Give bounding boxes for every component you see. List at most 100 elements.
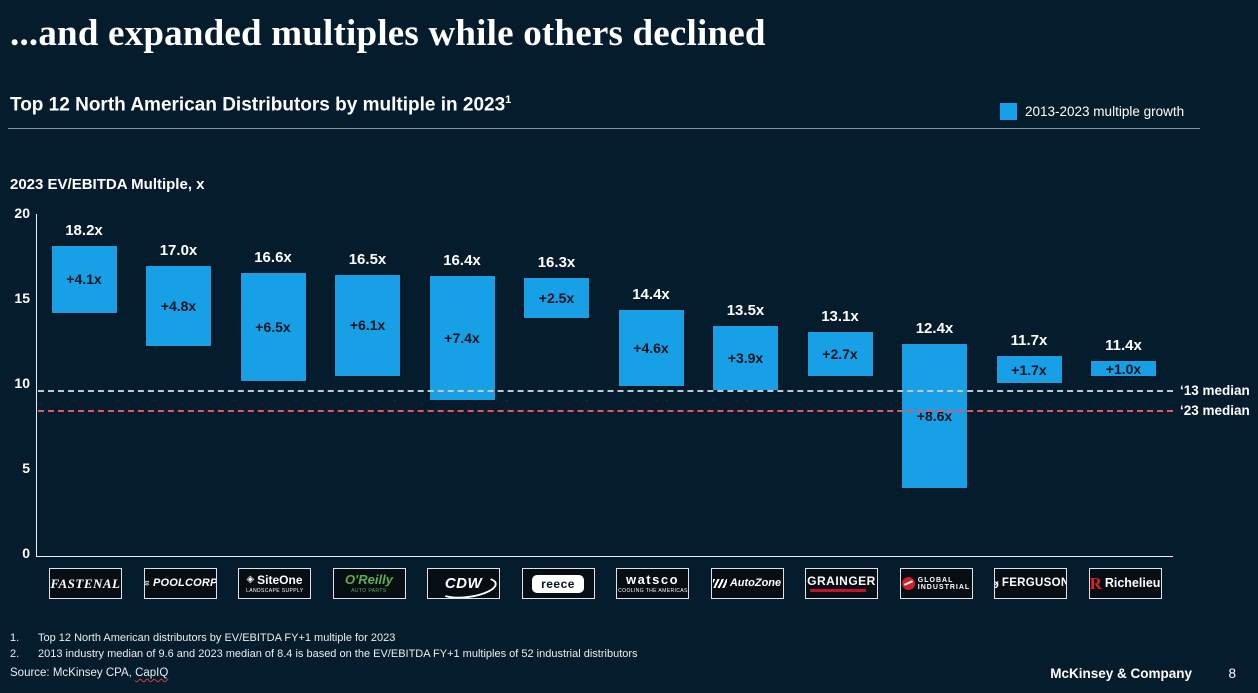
median-label-13: ‘13 median xyxy=(1180,382,1250,398)
footnotes: 1. Top 12 North American distributors by… xyxy=(10,631,990,662)
bar-growth-cdw: +7.4x xyxy=(444,330,480,347)
bar-growth-poolcorp: +4.8x xyxy=(160,297,197,314)
bar-value-ferguson: 11.7x xyxy=(1010,332,1048,350)
bar-o-reilly: +6.1x xyxy=(334,273,401,378)
bar-value-siteone: 16.6x xyxy=(254,248,292,266)
richelieu-icon: R xyxy=(1089,574,1102,593)
bar-cdw: +7.4x xyxy=(428,275,496,401)
bar-value-cdw: 16.4x xyxy=(443,252,481,270)
bar-growth-siteone: +6.5x xyxy=(255,319,291,336)
bar-watsco: +4.6x xyxy=(617,309,685,388)
grainger-wordmark: GRAINGER xyxy=(807,574,876,588)
footnote-1: 1. Top 12 North American distributors by… xyxy=(10,631,990,647)
y-tick-15: 15 xyxy=(14,290,30,306)
logo-watsco: watsco COOLING THE AMERICAS xyxy=(616,568,689,599)
oreilly-tagline: AUTO PARTS xyxy=(351,588,387,594)
cdw-wordmark: CDW xyxy=(444,575,483,592)
source-line: Source: McKinsey CPA, CapIQ xyxy=(10,667,168,679)
y-tick-20: 20 xyxy=(14,205,30,221)
global-industrial-icon xyxy=(901,577,915,590)
logo-grainger: GRAINGER xyxy=(805,568,878,599)
header-divider xyxy=(8,128,1200,129)
bar-value-richelieu: 11.4x xyxy=(1105,337,1142,355)
oreilly-wordmark: O'Reilly xyxy=(345,572,393,587)
bar-value-grainger: 13.1x xyxy=(821,308,859,326)
bar-reece: +2.5x xyxy=(523,276,590,320)
logo-richelieu: R Richelieu xyxy=(1088,568,1162,599)
watsco-wordmark: watsco xyxy=(625,572,680,587)
bar-richelieu: +1.0x xyxy=(1090,360,1157,378)
slide-title: ...and expanded multiples while others d… xyxy=(10,13,766,54)
bar-growth-autozone: +3.9x xyxy=(727,349,764,366)
company-logo-row: FASTENAL ≋POOLCORP ◈SiteOne LANDSCAPE SU… xyxy=(49,568,1162,599)
footnote-2-number: 2. xyxy=(10,647,20,660)
median-line-23 xyxy=(38,410,1173,413)
siteone-wordmark: SiteOne xyxy=(257,572,303,587)
legend-swatch xyxy=(1000,103,1017,120)
bar-value-poolcorp: 17.0x xyxy=(159,242,198,259)
footnote-ref: 1 xyxy=(505,94,512,106)
ferguson-icon: ø xyxy=(995,578,999,590)
watsco-tagline: COOLING THE AMERICAS xyxy=(617,588,688,594)
footnote-1-number: 1. xyxy=(10,632,20,644)
bar-growth-reece: +2.5x xyxy=(538,290,575,307)
bar-grainger: +2.7x xyxy=(806,331,874,378)
reece-wordmark: reece xyxy=(532,574,584,593)
logo-siteone: ◈ SiteOne LANDSCAPE SUPPLY xyxy=(238,568,311,599)
bar-global-industrial: +8.6x xyxy=(901,343,968,490)
bar-value-reece: 16.3x xyxy=(537,253,576,271)
logo-poolcorp: ≋POOLCORP xyxy=(143,568,217,599)
ferguson-wordmark: FERGUSON xyxy=(1001,576,1067,589)
logo-reece: reece xyxy=(521,568,595,599)
logo-oreilly: O'Reilly AUTO PARTS xyxy=(332,568,406,599)
legend: 2013-2023 multiple growth xyxy=(1000,103,1184,120)
legend-label: 2013-2023 multiple growth xyxy=(1025,104,1185,119)
bar-growth-grainger: +2.7x xyxy=(822,346,858,363)
source-capiq: CapIQ xyxy=(135,667,169,679)
bar-growth-fastenal: +4.1x xyxy=(66,271,102,288)
logo-cdw: CDW xyxy=(427,568,500,599)
median-label-23: ‘23 median xyxy=(1180,403,1250,419)
logo-fastenal: FASTENAL xyxy=(49,568,122,599)
bar-value-watsco: 14.4x xyxy=(632,286,670,304)
bar-growth-global-industrial: +8.6x xyxy=(916,408,953,425)
y-axis-line xyxy=(36,214,37,556)
x-axis-line xyxy=(36,556,1173,557)
median-line-13 xyxy=(38,389,1173,392)
bar-value-global-industrial: 12.4x xyxy=(915,320,954,338)
logo-autozone: AutoZone xyxy=(710,568,784,599)
poolcorp-icon: ≋ xyxy=(145,579,151,588)
bar-ferguson: +1.7x xyxy=(995,355,1063,384)
logo-global-industrial: GLOBAL INDUSTRIAL xyxy=(899,568,973,599)
global-industrial-wordmark-line1: GLOBAL xyxy=(917,576,954,584)
footnote-1-text: Top 12 North American distributors by EV… xyxy=(38,632,396,644)
autozone-wordmark: AutoZone xyxy=(729,577,782,589)
bar-value-fastenal: 18.2x xyxy=(65,221,103,239)
bar-growth-watsco: +4.6x xyxy=(633,340,669,357)
y-tick-5: 5 xyxy=(22,460,30,476)
bar-siteone: +6.5x xyxy=(239,271,307,383)
bar-growth-o-reilly: +6.1x xyxy=(349,317,386,334)
bar-fastenal: +4.1x xyxy=(50,244,118,315)
autozone-stripes-icon xyxy=(712,579,727,588)
bar-poolcorp: +4.8x xyxy=(145,265,212,347)
footnote-2: 2. 2013 industry median of 9.6 and 2023 … xyxy=(10,647,990,663)
y-tick-10: 10 xyxy=(14,375,30,391)
page-number: 8 xyxy=(1228,666,1236,681)
bar-autozone: +3.9x xyxy=(712,324,779,391)
source-text: Source: McKinsey CPA, xyxy=(10,667,136,679)
footnote-2-text: 2013 industry median of 9.6 and 2023 med… xyxy=(38,647,638,660)
y-tick-0: 0 xyxy=(22,545,30,561)
siteone-icon: ◈ xyxy=(246,573,255,585)
bar-value-autozone: 13.5x xyxy=(726,301,765,319)
grainger-red-bar xyxy=(810,589,866,592)
richelieu-wordmark: Richelieu xyxy=(1104,576,1161,591)
siteone-tagline: LANDSCAPE SUPPLY xyxy=(245,587,304,594)
chart-title: Top 12 North American Distributors by mu… xyxy=(10,94,511,116)
poolcorp-wordmark: POOLCORP xyxy=(153,577,217,589)
fastenal-wordmark: FASTENAL xyxy=(50,576,121,591)
chart-title-text: Top 12 North American Distributors by mu… xyxy=(10,94,506,116)
bar-growth-richelieu: +1.0x xyxy=(1105,360,1142,377)
